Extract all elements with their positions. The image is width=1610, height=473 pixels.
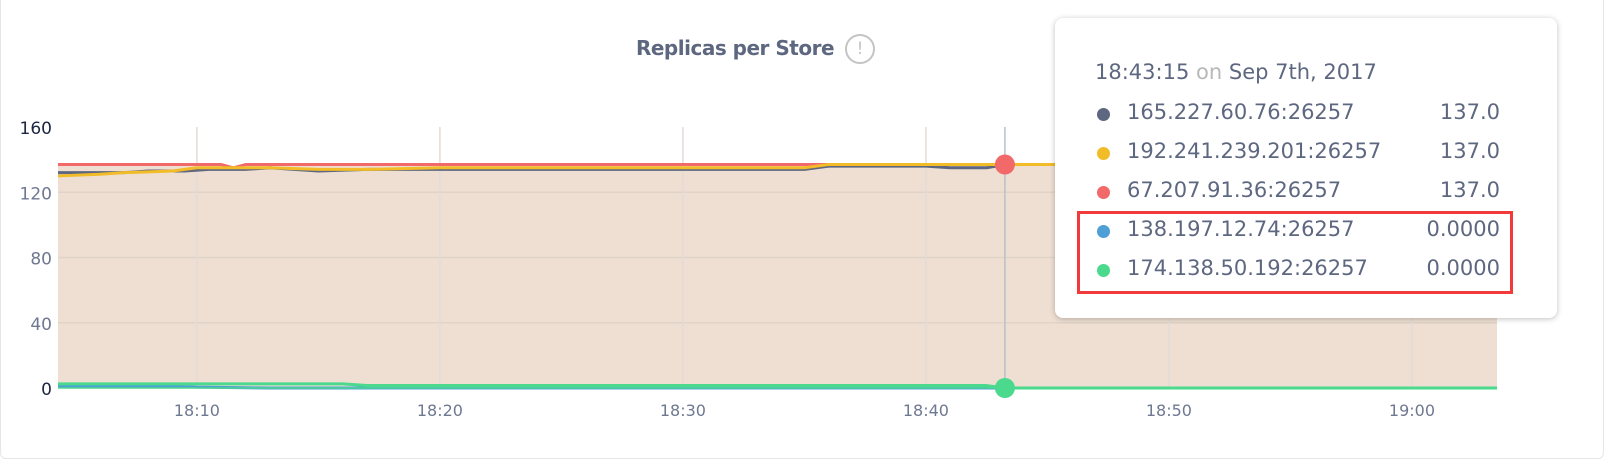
tooltip-row-label: 174.138.50.192:26257 [1127,256,1368,280]
tooltip-row-value: 0.0000 [1426,217,1500,241]
tooltip-row-value: 137.0 [1439,100,1500,124]
hover-point-top [994,154,1015,175]
chart-title: Replicas per Store [635,36,835,60]
tooltip-row: 174.138.50.192:26257 0.0000 [1095,252,1500,292]
series-dot-icon [1097,186,1110,199]
x-tick-label: 18:50 [1146,401,1192,420]
y-tick-label: 80 [30,250,52,270]
tooltip-row-value: 137.0 [1439,139,1500,163]
x-tick-label: 18:40 [903,401,949,420]
series-dot-icon [1097,225,1110,238]
tooltip-row-value: 137.0 [1439,178,1500,202]
highlight-box [1077,211,1513,294]
series-dot-icon [1097,264,1110,277]
y-tick-label: 0 [41,380,52,400]
tooltip-row-label: 67.207.91.36:26257 [1127,178,1342,202]
tooltip-row-label: 192.241.239.201:26257 [1127,139,1382,163]
tooltip-on: on [1196,60,1223,84]
y-tick-label: 120 [20,184,52,204]
x-tick-label: 18:20 [417,401,463,420]
y-tick-label: 40 [30,315,52,335]
tooltip-row-value: 0.0000 [1426,256,1500,280]
series-dot-icon [1097,108,1110,121]
tooltip-date: Sep 7th, 2017 [1228,60,1377,84]
y-tick-label: 160 [20,119,52,139]
series-line [57,163,1497,178]
tooltip: 18:43:15 on Sep 7th, 2017 165.227.60.76:… [1055,18,1557,318]
tooltip-row-label: 165.227.60.76:26257 [1127,100,1355,124]
x-tick-label: 19:00 [1389,401,1435,420]
info-icon[interactable]: ! [845,34,875,64]
tooltip-row: 67.207.91.36:26257 137.0 [1095,174,1500,214]
tooltip-row-label: 138.197.12.74:26257 [1127,217,1355,241]
series-dot-icon [1097,147,1110,160]
tooltip-time: 18:43:15 [1095,60,1190,84]
tooltip-header: 18:43:15 on Sep 7th, 2017 [1095,60,1377,84]
x-tick-label: 18:10 [174,401,220,420]
tooltip-row: 165.227.60.76:26257 137.0 [1095,96,1500,136]
x-tick-label: 18:30 [660,401,706,420]
tooltip-row: 138.197.12.74:26257 0.0000 [1095,213,1500,253]
tooltip-row: 192.241.239.201:26257 137.0 [1095,135,1500,175]
